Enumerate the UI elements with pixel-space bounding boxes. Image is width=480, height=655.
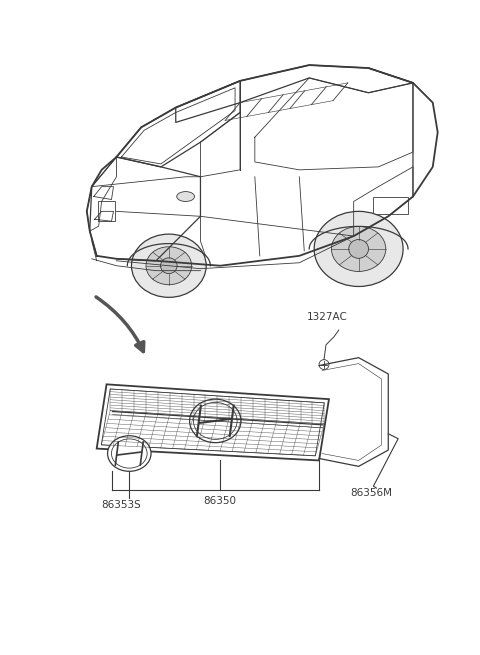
Ellipse shape [177, 192, 194, 202]
Ellipse shape [314, 212, 403, 286]
Ellipse shape [349, 240, 369, 258]
Polygon shape [96, 384, 329, 460]
Bar [97, 202, 116, 221]
Ellipse shape [108, 436, 151, 472]
Bar [373, 196, 408, 214]
Ellipse shape [190, 399, 241, 443]
Ellipse shape [160, 258, 177, 274]
Text: 1327AC: 1327AC [307, 312, 348, 322]
Ellipse shape [132, 234, 206, 297]
Ellipse shape [331, 227, 386, 271]
Text: 86350: 86350 [204, 496, 237, 506]
Text: 86356M: 86356M [351, 488, 393, 498]
Text: 86353S: 86353S [102, 500, 142, 510]
Ellipse shape [146, 247, 192, 285]
